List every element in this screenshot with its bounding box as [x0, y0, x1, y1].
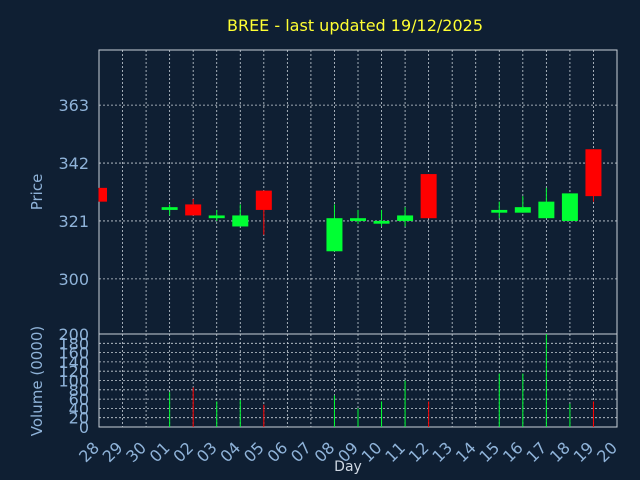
candle-body [99, 187, 107, 202]
candle-body [185, 204, 202, 216]
candle-body [561, 193, 578, 221]
volume-tick-label: 160 [58, 344, 89, 363]
price-tick-label: 363 [58, 96, 89, 115]
volume-bars [169, 334, 594, 427]
volume-axis-label: Volume (0000) [28, 326, 46, 436]
candle-body [255, 190, 272, 210]
candle-body [350, 218, 366, 221]
volume-tick-label: 60 [69, 390, 89, 409]
x-tick-label: 20 [593, 438, 621, 466]
volume-tick-label: 100 [58, 372, 89, 391]
volume-tick-label: 120 [58, 362, 89, 381]
volume-tick-label: 0 [79, 418, 89, 437]
candle-body [397, 215, 414, 221]
candle-body [161, 207, 178, 210]
volume-tick-label: 140 [58, 353, 89, 372]
candle-body [514, 207, 531, 213]
candle-body [208, 215, 225, 219]
candle-body [373, 220, 390, 224]
candle-body [232, 215, 249, 227]
candle-body [585, 149, 602, 197]
candles [98, 149, 602, 252]
candle-body [538, 201, 555, 219]
volume-tick-label: 80 [69, 381, 89, 400]
volume-tick-label: 180 [58, 334, 89, 353]
chart-title: BREE - last updated 19/12/2025 [227, 16, 483, 35]
volume-tick-label: 20 [69, 409, 89, 428]
candle-body [420, 174, 437, 219]
candle-body [326, 218, 343, 252]
price-tick-label: 321 [58, 212, 89, 231]
candle-body [491, 209, 508, 213]
volume-tick-label: 40 [69, 399, 89, 418]
price-tick-label: 342 [58, 154, 89, 173]
price-tick-label: 300 [58, 270, 89, 289]
volume-tick-label: 200 [58, 325, 89, 344]
x-axis-label: Day [334, 459, 362, 475]
price-axis-label: Price [28, 174, 46, 211]
